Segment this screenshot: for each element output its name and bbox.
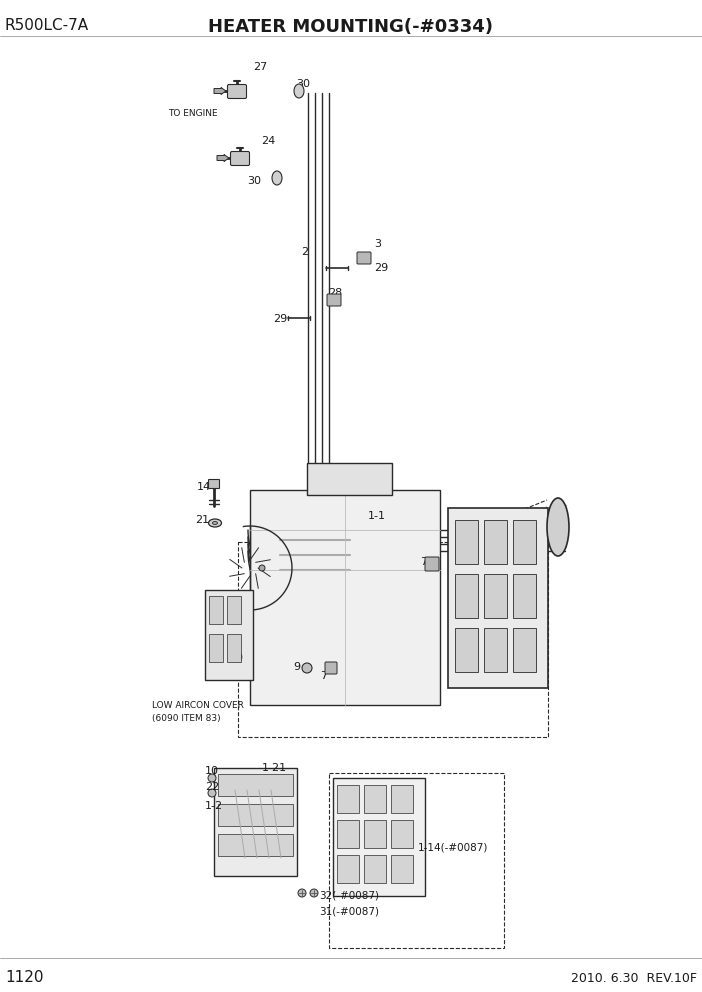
Bar: [455, 520, 478, 564]
Text: 1-14(-#0087): 1-14(-#0087): [418, 842, 489, 852]
Text: 31(-#0087): 31(-#0087): [319, 906, 379, 916]
FancyArrow shape: [217, 155, 229, 162]
Bar: [227, 634, 241, 662]
Bar: [448, 508, 548, 688]
Text: 1-2: 1-2: [205, 801, 223, 811]
Text: 2010. 6.30  REV.10F: 2010. 6.30 REV.10F: [571, 971, 697, 984]
Bar: [307, 463, 392, 495]
Bar: [209, 634, 223, 662]
Bar: [218, 834, 293, 856]
Bar: [484, 520, 507, 564]
Text: 21: 21: [195, 515, 209, 525]
Text: 1120: 1120: [5, 970, 44, 985]
Circle shape: [259, 565, 265, 571]
Text: 30: 30: [247, 176, 261, 186]
FancyBboxPatch shape: [325, 662, 337, 674]
Text: 28: 28: [328, 288, 343, 298]
Ellipse shape: [294, 84, 304, 98]
Text: 22: 22: [205, 782, 219, 792]
FancyBboxPatch shape: [425, 557, 439, 571]
Ellipse shape: [208, 519, 222, 527]
Text: 1-1: 1-1: [368, 511, 386, 521]
Text: 1-21: 1-21: [262, 763, 287, 773]
Bar: [455, 628, 478, 672]
Bar: [214, 768, 297, 876]
Circle shape: [208, 774, 216, 782]
Text: TO ENGINE: TO ENGINE: [168, 109, 218, 118]
Bar: [513, 574, 536, 618]
Bar: [364, 785, 386, 813]
FancyBboxPatch shape: [357, 252, 371, 264]
Bar: [364, 855, 386, 883]
Bar: [218, 774, 293, 796]
Ellipse shape: [272, 171, 282, 185]
Bar: [218, 804, 293, 826]
Bar: [455, 574, 478, 618]
Text: 3: 3: [374, 239, 381, 249]
Bar: [227, 596, 241, 624]
Text: 32(-#0087): 32(-#0087): [319, 891, 379, 901]
Text: 30: 30: [296, 79, 310, 89]
FancyBboxPatch shape: [327, 294, 341, 306]
Bar: [329, 773, 504, 948]
Text: 7: 7: [420, 557, 427, 567]
Text: (6090 ITEM 83): (6090 ITEM 83): [152, 713, 220, 722]
Text: 30: 30: [229, 653, 243, 663]
Circle shape: [310, 889, 318, 897]
Bar: [484, 574, 507, 618]
Bar: [391, 855, 413, 883]
Bar: [238, 542, 548, 737]
Bar: [391, 785, 413, 813]
Bar: [337, 785, 359, 813]
Text: 27: 27: [253, 62, 267, 72]
Circle shape: [208, 789, 216, 797]
Bar: [250, 490, 440, 705]
Text: 24: 24: [261, 136, 275, 146]
Text: 14: 14: [197, 482, 211, 492]
Ellipse shape: [547, 498, 569, 556]
Ellipse shape: [213, 522, 218, 525]
Bar: [513, 628, 536, 672]
Text: 10: 10: [205, 766, 219, 776]
Text: 2: 2: [301, 247, 308, 257]
Text: R500LC-7A: R500LC-7A: [5, 18, 89, 33]
Bar: [205, 590, 253, 680]
FancyArrow shape: [214, 87, 226, 94]
Bar: [391, 820, 413, 848]
Text: 29: 29: [374, 263, 388, 273]
Bar: [484, 628, 507, 672]
Circle shape: [298, 889, 306, 897]
Text: 7: 7: [320, 671, 327, 681]
Circle shape: [302, 663, 312, 673]
Bar: [209, 596, 223, 624]
FancyBboxPatch shape: [208, 479, 220, 488]
Text: HEATER MOUNTING(-#0334): HEATER MOUNTING(-#0334): [208, 18, 494, 36]
FancyBboxPatch shape: [230, 152, 249, 166]
Bar: [337, 820, 359, 848]
Bar: [337, 855, 359, 883]
Bar: [333, 778, 425, 896]
FancyBboxPatch shape: [227, 84, 246, 98]
Bar: [513, 520, 536, 564]
Text: 9: 9: [293, 662, 300, 672]
Text: LOW AIRCON COVER: LOW AIRCON COVER: [152, 701, 244, 710]
Bar: [364, 820, 386, 848]
Text: 29: 29: [273, 314, 287, 324]
